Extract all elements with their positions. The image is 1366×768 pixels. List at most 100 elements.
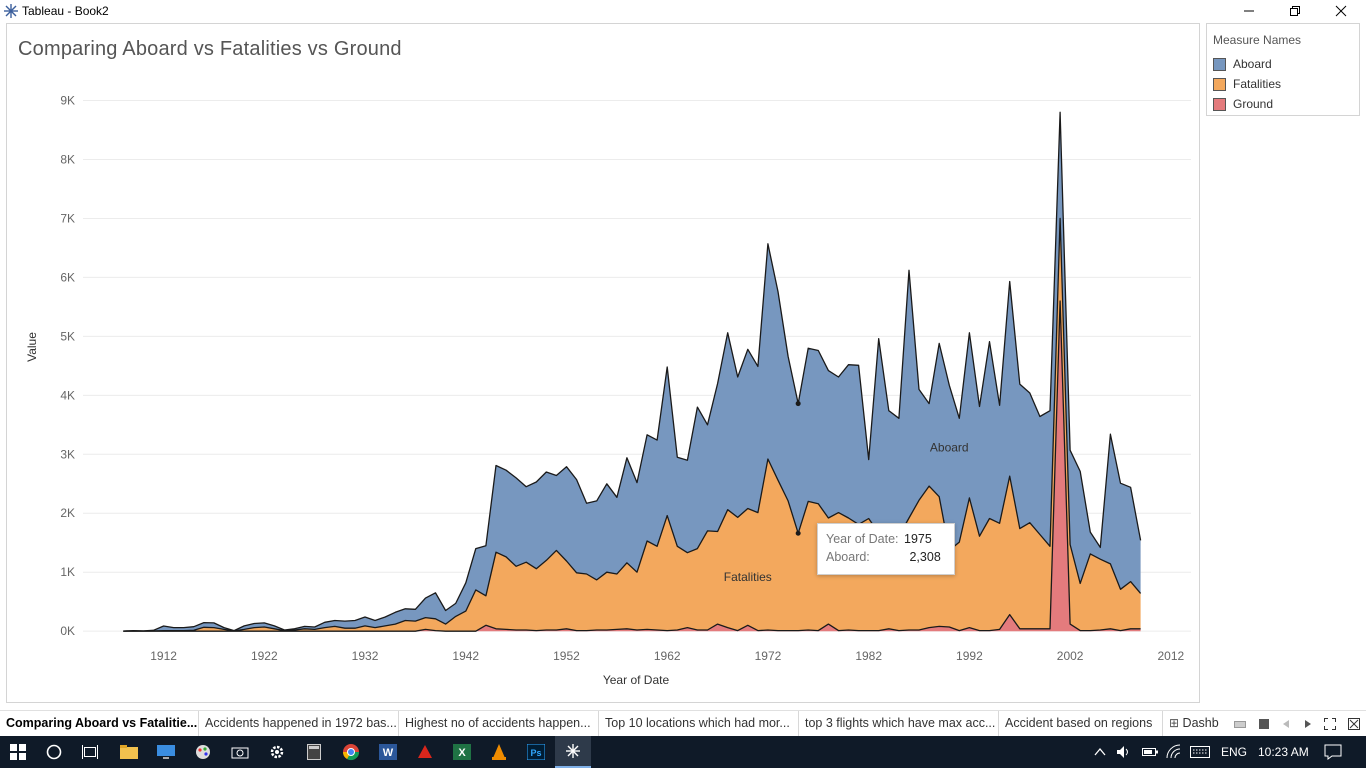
taskbar-app-calculator[interactable] <box>296 736 332 768</box>
scroll-right-button[interactable] <box>1298 711 1318 737</box>
tooltip-label: Year of Date: <box>826 532 899 546</box>
x-tick-label: 1922 <box>251 649 278 663</box>
task-view-icon <box>82 745 98 759</box>
windows-taskbar: W X Ps ENG 10:23 AM <box>0 736 1366 768</box>
tooltip-value: 2,308 <box>909 550 941 564</box>
y-tick-label: 3K <box>60 447 75 461</box>
taskbar-app-paint[interactable] <box>185 736 221 768</box>
sheet-tab-1[interactable]: Comparing Aboard vs Fatalitie... <box>0 711 199 737</box>
sheet-tab-dashboard[interactable]: ⊞ Dashb <box>1163 711 1223 737</box>
area-label-aboard: Aboard <box>930 440 969 454</box>
legend-item-fatalities[interactable]: Fatalities <box>1211 75 1281 93</box>
legend-swatch <box>1213 97 1226 111</box>
y-tick-label: 1K <box>60 565 75 579</box>
arrow-right-icon <box>1305 720 1311 728</box>
taskbar-app-photoshop[interactable]: Ps <box>518 736 554 768</box>
restore-button[interactable] <box>1272 0 1318 22</box>
desktop-icon <box>157 745 175 759</box>
chevron-up-icon[interactable] <box>1094 747 1106 757</box>
volume-icon[interactable] <box>1116 745 1132 759</box>
sheet-tab-4[interactable]: Top 10 locations which had mor... <box>599 711 799 737</box>
area-fatalities <box>123 218 1141 632</box>
start-button[interactable] <box>0 736 36 768</box>
taskbar-app-vlc[interactable] <box>481 736 517 768</box>
show-filmstrip-button[interactable] <box>1230 711 1250 737</box>
line-aboard <box>123 111 1142 632</box>
fit-view-button[interactable] <box>1344 711 1364 737</box>
expand-icon <box>1324 718 1336 730</box>
taskbar-app-file-explorer[interactable] <box>111 736 147 768</box>
y-tick-label: 8K <box>60 152 75 166</box>
restore-icon <box>1290 6 1300 16</box>
file-explorer-icon <box>120 745 138 759</box>
stop-icon <box>1259 719 1269 729</box>
x-tick-label: 1912 <box>150 649 177 663</box>
area-chart[interactable]: 0K 1K 2K 3K 4K 5K 6K 7K 8K 9K 1912 1922 1932 1942 1952… <box>7 24 1199 702</box>
line-ground <box>123 300 1141 632</box>
excel-icon: X <box>453 744 471 760</box>
task-view-button[interactable] <box>72 736 108 768</box>
windows-start-icon <box>10 744 26 760</box>
svg-text:W: W <box>383 747 394 759</box>
presentation-mode-button[interactable] <box>1320 711 1340 737</box>
language-indicator[interactable]: ENG <box>1221 745 1248 759</box>
taskbar-app-word[interactable]: W <box>370 736 406 768</box>
taskbar-app-tableau[interactable] <box>555 736 591 768</box>
keyboard-icon[interactable] <box>1190 746 1210 758</box>
sheet-tab-6[interactable]: Accident based on regions <box>999 711 1163 737</box>
worksheet-view[interactable]: Comparing Aboard vs Fatalities vs Ground… <box>6 23 1200 703</box>
x-tick-label: 1952 <box>553 649 580 663</box>
dashboard-icon: ⊞ <box>1169 716 1180 730</box>
taskbar-app-chrome[interactable] <box>333 736 369 768</box>
tooltip-row-aboard: Aboard: 2,308 <box>826 550 941 564</box>
sheet-tab-3[interactable]: Highest no of accidents happen... <box>399 711 599 737</box>
line-fatalities <box>123 217 1142 632</box>
tooltip-value: 1975 <box>904 532 932 546</box>
cortana-button[interactable] <box>36 736 72 768</box>
svg-text:X: X <box>458 747 466 759</box>
word-icon: W <box>379 744 397 760</box>
window-title: Tableau - Book2 <box>22 4 109 18</box>
x-tick-label: 2012 <box>1158 649 1185 663</box>
clock[interactable]: 10:23 AM <box>1258 745 1309 759</box>
legend-label: Fatalities <box>1233 77 1282 91</box>
y-tick-label: 9K <box>60 94 75 108</box>
chrome-icon <box>342 744 360 761</box>
y-tick-label: 7K <box>60 211 75 225</box>
wifi-icon[interactable] <box>1166 744 1182 760</box>
filmstrip-icon <box>1234 721 1246 728</box>
sheet-title: Comparing Aboard vs Fatalities vs Ground <box>18 38 402 60</box>
scroll-left-button[interactable] <box>1276 711 1296 737</box>
vlc-icon <box>492 744 506 760</box>
battery-icon[interactable] <box>1142 745 1158 759</box>
minimize-icon <box>1244 10 1254 12</box>
y-tick-label: 0K <box>60 624 75 638</box>
calculator-icon <box>307 744 321 760</box>
area-aboard <box>123 112 1141 632</box>
legend-card[interactable]: Measure Names Aboard Fatalities Ground <box>1206 23 1360 116</box>
legend-item-ground[interactable]: Ground <box>1211 95 1273 113</box>
x-tick-label: 1982 <box>855 649 882 663</box>
sheet-tab-5[interactable]: top 3 flights which have max acc... <box>799 711 999 737</box>
x-tick-label: 1942 <box>452 649 479 663</box>
x-tick-label: 1972 <box>755 649 782 663</box>
tableau-icon <box>566 744 580 758</box>
notification-icon[interactable] <box>1324 744 1342 760</box>
taskbar-app-camera[interactable] <box>222 736 258 768</box>
taskbar-app-settings[interactable] <box>259 736 295 768</box>
cortana-icon <box>46 744 62 760</box>
x-tick-label: 1992 <box>956 649 983 663</box>
close-button[interactable] <box>1318 0 1364 22</box>
show-tabs-button[interactable] <box>1254 711 1274 737</box>
y-tick-label: 2K <box>60 506 75 520</box>
sheet-tab-2[interactable]: Accidents happened in 1972 bas... <box>199 711 399 737</box>
svg-text:Ps: Ps <box>530 748 541 758</box>
taskbar-app-excel[interactable]: X <box>444 736 480 768</box>
legend-item-aboard[interactable]: Aboard <box>1211 55 1272 73</box>
minimize-button[interactable] <box>1226 0 1272 22</box>
legend-swatch <box>1213 57 1226 71</box>
legend-title: Measure Names <box>1213 33 1302 47</box>
taskbar-app-desktop[interactable] <box>148 736 184 768</box>
taskbar-app-acrobat[interactable] <box>407 736 443 768</box>
window-titlebar: Tableau - Book2 <box>0 0 1366 22</box>
